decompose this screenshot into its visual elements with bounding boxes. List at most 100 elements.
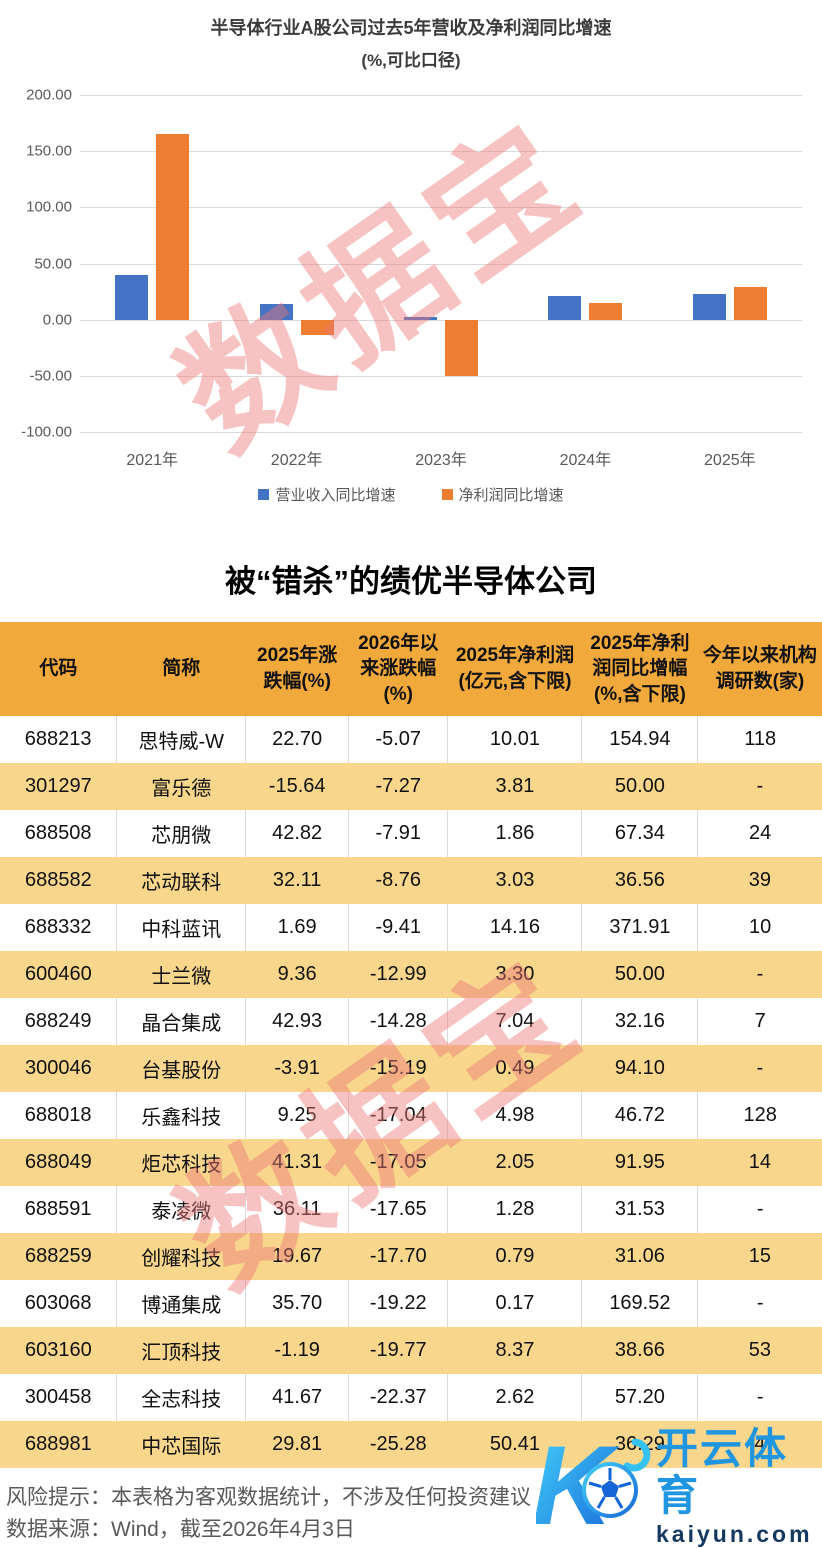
cell-688213-col3: -5.07 <box>348 716 449 763</box>
cell-688981-col3: -25.28 <box>348 1421 448 1468</box>
cell-603160-col2: -1.19 <box>245 1327 349 1374</box>
bar-chart-plot-area: 200.00 150.00 100.00 50.00 0.00 -50.00 -100.00 <box>21 87 802 441</box>
cell-300046-col5: 94.10 <box>581 1045 698 1092</box>
cell-688213-col6: 118 <box>697 716 822 763</box>
cell-603068-col5: 169.52 <box>581 1280 699 1327</box>
cell-688508-col6: 24 <box>697 810 822 857</box>
cell-688582-col4: 3.03 <box>447 857 582 904</box>
cell-688213-col2: 22.70 <box>245 716 350 763</box>
cell-688259-col1: 创耀科技 <box>116 1233 246 1280</box>
cell-688332-col0: 688332 <box>0 904 118 951</box>
swirl-icon <box>623 1438 651 1471</box>
cell-688582-col3: -8.76 <box>348 857 448 904</box>
chart-title: 半导体行业A股公司过去5年营收及净利润同比增速 <box>210 18 612 38</box>
table-row-688582: 688582 芯动联科 32.11 -8.76 3.03 36.56 39 <box>0 857 822 904</box>
cell-301297-col0: 301297 <box>0 763 117 810</box>
bar-2023年-profit <box>445 319 478 376</box>
cell-688332-col2: 1.69 <box>245 904 350 951</box>
cell-688259-col0: 688259 <box>0 1233 117 1280</box>
gridline--50 <box>80 375 802 377</box>
cell-688591-col1: 泰凌微 <box>116 1186 247 1233</box>
data-source: 数据来源：Wind，截至2026年4月3日 <box>6 1518 355 1541</box>
cell-688332-col5: 371.91 <box>581 904 699 951</box>
cell-603160-col1: 汇顶科技 <box>116 1327 246 1374</box>
column-header-5: 2025年净利润同比增幅(%,含下限) <box>581 622 698 716</box>
cell-603160-col6: 53 <box>697 1327 822 1374</box>
cell-600460-col0: 600460 <box>0 951 117 998</box>
cell-688508-col0: 688508 <box>0 810 118 857</box>
cell-300458-col1: 全志科技 <box>116 1374 247 1421</box>
cell-603160-col3: -19.77 <box>348 1327 448 1374</box>
cell-688332-col3: -9.41 <box>348 904 449 951</box>
cell-688249-col1: 晶合集成 <box>116 998 247 1045</box>
cell-688508-col3: -7.91 <box>348 810 449 857</box>
table-row-688981: 688981 中芯国际 29.81 -25.28 50.41 36.29 4 <box>0 1421 822 1468</box>
cell-688018-col2: 9.25 <box>245 1092 350 1139</box>
bar-2022年-revenue <box>259 303 293 320</box>
cell-688049-col3: -17.05 <box>348 1139 448 1186</box>
column-header-1: 简称 <box>116 622 246 716</box>
cell-688582-col6: 39 <box>697 857 822 904</box>
bar-2022年-profit <box>300 319 334 336</box>
cell-688049-col5: 91.95 <box>581 1139 698 1186</box>
bar-2025年-profit <box>733 287 767 320</box>
column-header-0: 代码 <box>0 622 117 716</box>
cell-688213-col0: 688213 <box>0 716 118 763</box>
y-tick-label-150: 150.00 <box>26 142 72 160</box>
y-tick-label--100: -100.00 <box>21 423 72 441</box>
cell-300046-col0: 300046 <box>0 1045 117 1092</box>
cell-600460-col4: 3.30 <box>447 951 582 998</box>
brand-url: kaiyun.com <box>656 1520 813 1547</box>
legend-swatch-profit <box>441 489 453 500</box>
bar-2024年-profit <box>589 302 623 320</box>
table-row-688018: 688018 乐鑫科技 9.25 -17.04 4.98 46.72 128 <box>0 1092 822 1139</box>
cell-688049-col1: 炬芯科技 <box>116 1139 246 1186</box>
brand-name-cn: 开云体育 <box>656 1425 789 1519</box>
cell-688508-col4: 1.86 <box>447 810 583 857</box>
cell-688591-col6: - <box>697 1186 822 1233</box>
gridline-50 <box>80 263 802 265</box>
cell-688213-col1: 思特威-W <box>116 716 247 763</box>
cell-603160-col5: 38.66 <box>581 1327 698 1374</box>
table-row-688332: 688332 中科蓝讯 1.69 -9.41 14.16 371.91 10 <box>0 904 822 951</box>
gridline-0 <box>80 319 802 321</box>
cell-688249-col4: 7.04 <box>447 998 583 1045</box>
cell-600460-col2: 9.36 <box>245 951 349 998</box>
cell-688591-col2: 36.11 <box>245 1186 350 1233</box>
table-row-688049: 688049 炬芯科技 41.31 -17.05 2.05 91.95 14 <box>0 1139 822 1186</box>
cell-600460-col6: - <box>697 951 822 998</box>
y-tick-label--50: -50.00 <box>29 367 72 385</box>
chart-legend: 营业收入同比增速 净利润同比增速 <box>0 484 822 505</box>
bar-2024年-revenue <box>548 296 582 320</box>
cell-688049-col6: 14 <box>697 1139 822 1186</box>
cell-688591-col3: -17.65 <box>348 1186 449 1233</box>
cell-603068-col0: 603068 <box>0 1280 118 1327</box>
cell-688981-col0: 688981 <box>0 1421 117 1468</box>
x-tick-label-2024年: 2024年 <box>559 452 612 469</box>
cell-688582-col0: 688582 <box>0 857 117 904</box>
cell-301297-col2: -15.64 <box>245 763 349 810</box>
cell-603160-col0: 603160 <box>0 1327 117 1374</box>
risk-disclaimer: 风险提示：本表格为客观数据统计，不涉及任何投资建议 <box>6 1486 531 1509</box>
x-axis-labels: 2021年 2022年 2023年 2024年 2025年 <box>80 446 802 470</box>
table-row-688249: 688249 晶合集成 42.93 -14.28 7.04 32.16 7 <box>0 998 822 1045</box>
cell-603068-col1: 博通集成 <box>116 1280 247 1327</box>
cell-688259-col2: 19.67 <box>245 1233 349 1280</box>
cell-688249-col2: 42.93 <box>245 998 350 1045</box>
cell-688332-col1: 中科蓝讯 <box>116 904 247 951</box>
cell-688018-col5: 46.72 <box>581 1092 699 1139</box>
y-tick-label-200: 200.00 <box>26 86 72 104</box>
gridline--100 <box>80 432 802 433</box>
table-header-row: 代码 简称 2025年涨跌幅(%) 2026年以来涨跌幅(%) 2025年净利润(亿元,… <box>0 622 822 716</box>
table-row-688508: 688508 芯朋微 42.82 -7.91 1.86 67.34 24 <box>0 810 822 857</box>
cell-688332-col6: 10 <box>697 904 822 951</box>
x-tick-label-2021年: 2021年 <box>126 452 178 469</box>
table-row-688213: 688213 思特威-W 22.70 -5.07 10.01 154.94 118 <box>0 716 822 763</box>
table-row-688259: 688259 创耀科技 19.67 -17.70 0.79 31.06 15 <box>0 1233 822 1280</box>
cell-688591-col4: 1.28 <box>447 1186 583 1233</box>
cell-688249-col0: 688249 <box>0 998 118 1045</box>
cell-688213-col5: 154.94 <box>581 716 699 763</box>
table-row-300046: 300046 台基股份 -3.91 -15.19 0.49 94.10- <box>0 1045 822 1092</box>
cell-603160-col4: 8.37 <box>447 1327 582 1374</box>
